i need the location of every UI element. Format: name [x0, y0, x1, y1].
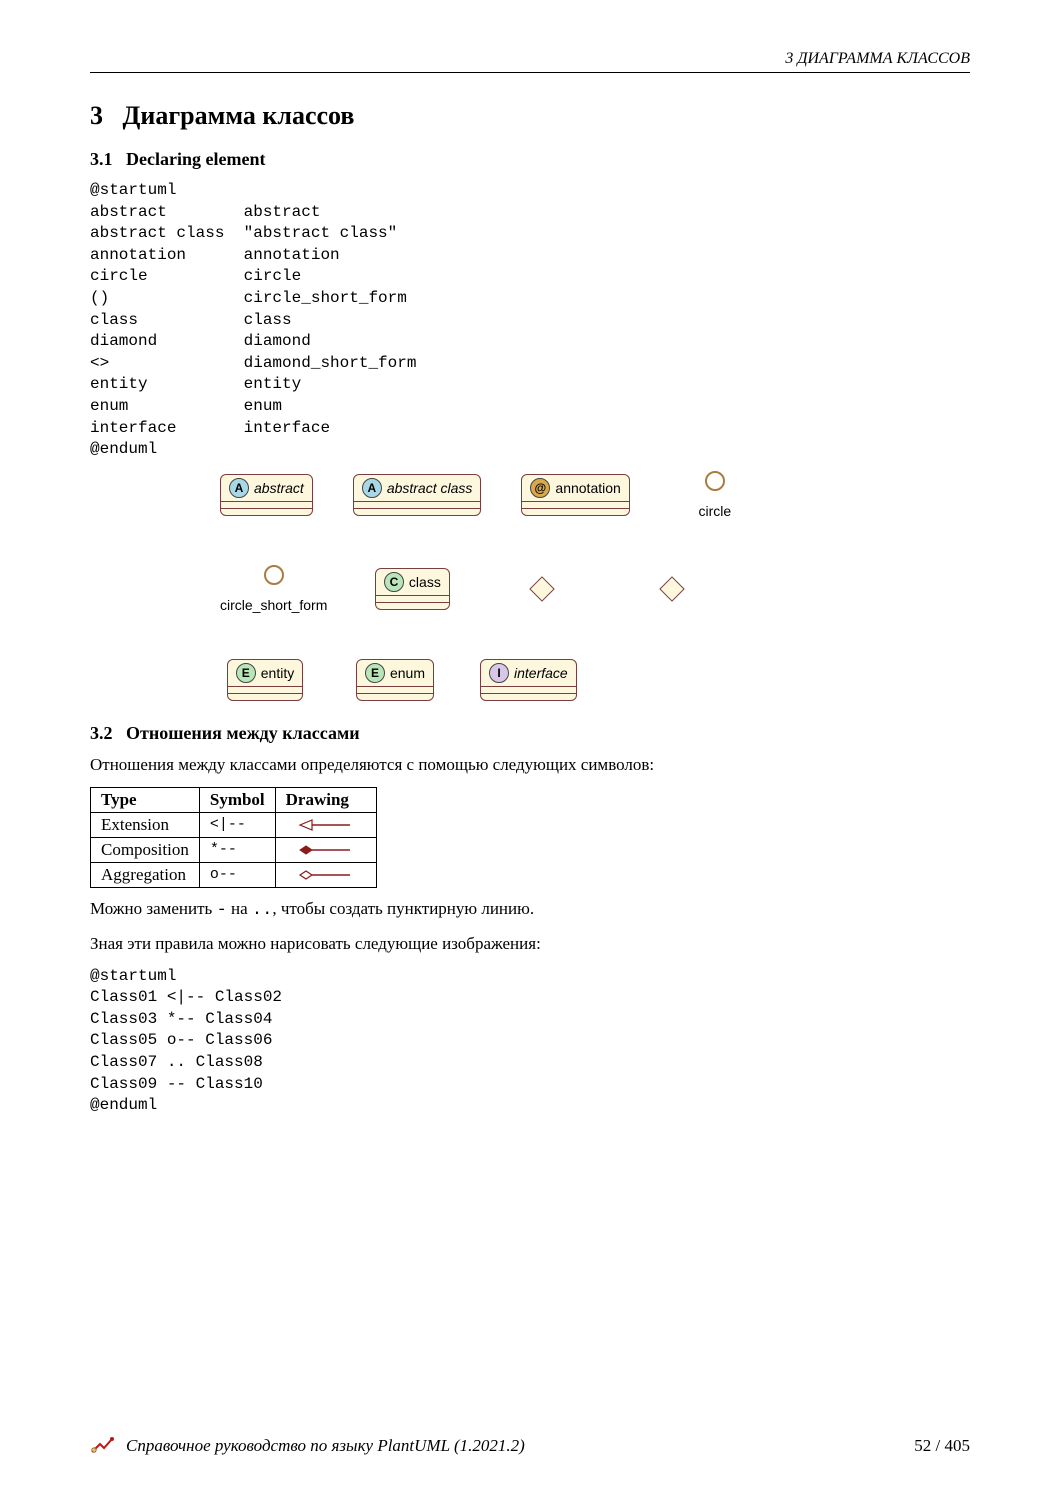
page-header: 3 ДИАГРАММА КЛАССОВ — [90, 50, 970, 73]
subsection-number: 3.2 — [90, 723, 113, 743]
subsection-3-2-heading: 3.2 Отношения между классами — [90, 723, 970, 744]
uml-diagram: AabstractAabstract class@annotationcircl… — [220, 471, 970, 701]
page-footer: Справочное руководство по языку PlantUML… — [90, 1436, 970, 1456]
uml-badge-icon: @ — [530, 478, 550, 498]
section-number: 3 — [90, 101, 103, 130]
aggregation-drawing-icon — [298, 868, 354, 882]
uml-circle-element: circle — [670, 471, 760, 519]
footer-title: Справочное руководство по языку PlantUML… — [126, 1436, 525, 1456]
extension-drawing-icon — [298, 818, 354, 832]
uml-diamond-element — [627, 580, 717, 598]
subsection-title: Отношения между классами — [126, 723, 360, 743]
uml-class-box: Eentity — [227, 659, 303, 701]
code-block-declaring: @startuml abstract abstract abstract cla… — [90, 180, 970, 461]
uml-badge-icon: E — [365, 663, 385, 683]
uml-label: circle_short_form — [220, 597, 327, 613]
code-block-relations: @startuml Class01 <|-- Class02 Class03 *… — [90, 966, 970, 1117]
uml-class-box: Cclass — [375, 568, 450, 610]
page: 3 ДИАГРАММА КЛАССОВ 3 Диаграмма классов … — [0, 0, 1060, 1500]
paragraph: Можно заменить - на .., чтобы создать пу… — [90, 898, 970, 923]
table-row: Extension<|-- — [91, 812, 377, 837]
uml-badge-icon: E — [236, 663, 256, 683]
uml-diamond-element — [497, 580, 587, 598]
page-number: 52 / 405 — [914, 1436, 970, 1456]
uml-circle-element: circle_short_form — [220, 565, 327, 613]
section-title: Диаграмма классов — [123, 101, 355, 130]
plantuml-logo-icon — [90, 1436, 116, 1456]
table-row: Aggregationo-- — [91, 862, 377, 887]
uml-label: circle — [698, 503, 731, 519]
uml-box-label: interface — [514, 665, 568, 681]
uml-row: EentityEenumIinterface — [220, 659, 970, 701]
diamond-icon — [660, 576, 685, 601]
uml-row: AabstractAabstract class@annotationcircl… — [220, 471, 970, 519]
composition-drawing-icon — [298, 843, 354, 857]
uml-box-label: class — [409, 574, 441, 590]
subsection-title: Declaring element — [126, 149, 265, 169]
uml-class-box: @ annotation — [521, 474, 629, 516]
uml-badge-icon: I — [489, 663, 509, 683]
uml-badge-icon: A — [229, 478, 249, 498]
uml-badge-icon: C — [384, 572, 404, 592]
table-header: Drawing — [275, 787, 376, 812]
table-row: Composition*-- — [91, 837, 377, 862]
uml-box-label: enum — [390, 665, 425, 681]
paragraph: Отношения между классами определяются с … — [90, 754, 970, 777]
uml-class-box: Aabstract class — [353, 474, 482, 516]
circle-icon — [705, 471, 725, 491]
uml-class-box: Aabstract — [220, 474, 313, 516]
uml-class-box: Eenum — [356, 659, 434, 701]
table-header: Symbol — [199, 787, 275, 812]
section-heading: 3 Диаграмма классов — [90, 101, 970, 131]
uml-class-box: Iinterface — [480, 659, 577, 701]
diamond-icon — [530, 576, 555, 601]
uml-badge-icon: A — [362, 478, 382, 498]
uml-box-label: entity — [261, 665, 294, 681]
circle-icon — [264, 565, 284, 585]
subsection-number: 3.1 — [90, 149, 113, 169]
uml-row: circle_short_form Cclass — [220, 565, 970, 613]
paragraph: Зная эти правила можно нарисовать следую… — [90, 933, 970, 956]
subsection-3-1-heading: 3.1 Declaring element — [90, 149, 970, 170]
table-header: Type — [91, 787, 200, 812]
uml-box-label: abstract — [254, 480, 304, 496]
uml-box-label: abstract class — [387, 480, 473, 496]
uml-box-label: annotation — [555, 480, 620, 496]
relations-table: TypeSymbolDrawing Extension<|--Compositi… — [90, 787, 377, 888]
